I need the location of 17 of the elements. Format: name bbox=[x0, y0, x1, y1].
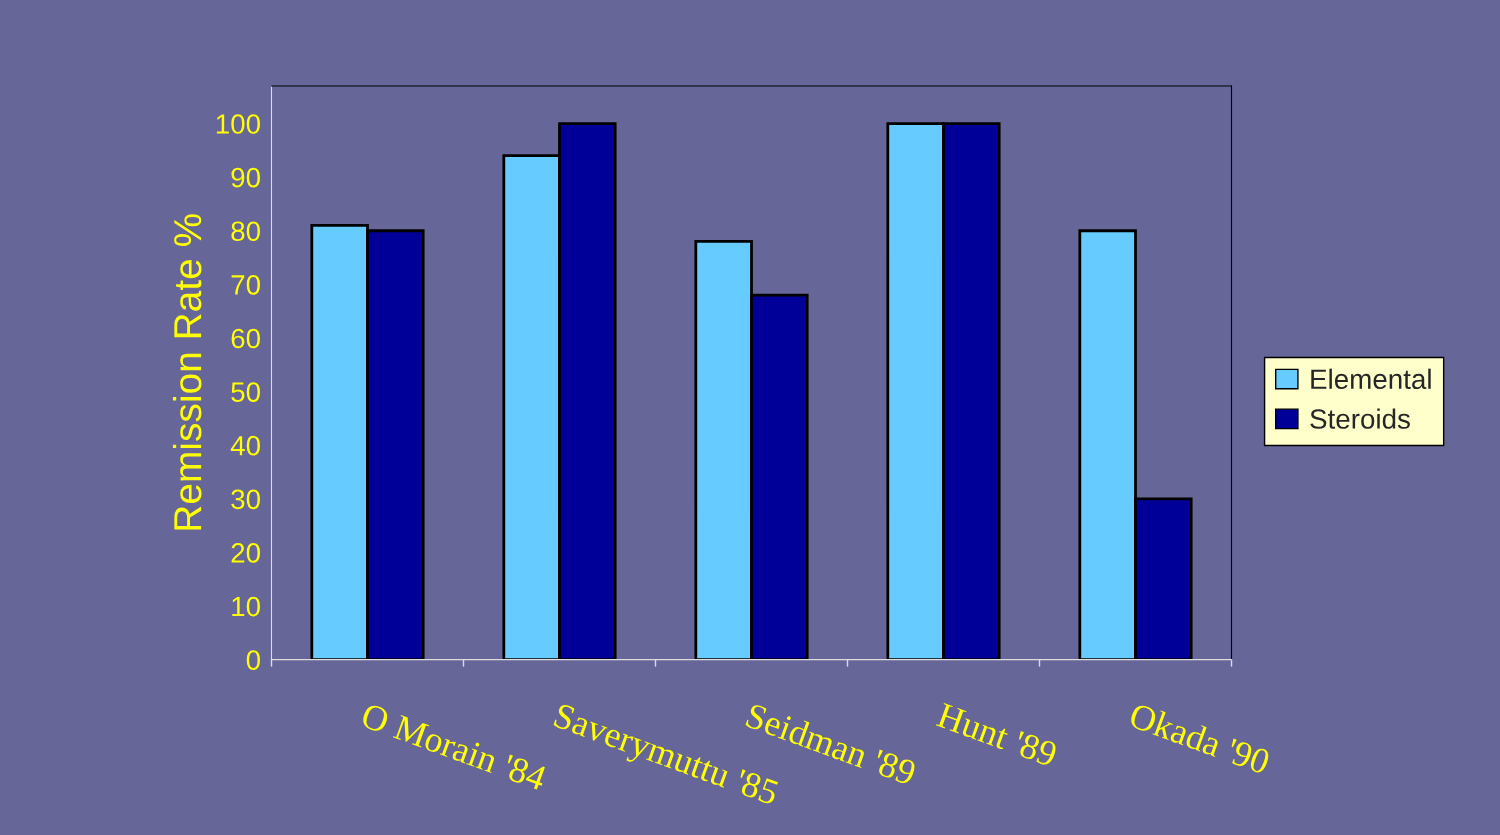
y-axis-title: Remission Rate % bbox=[172, 214, 202, 530]
x-tick-label: Okada '90 bbox=[1128, 701, 1272, 775]
x-tick-label: Hunt '89 bbox=[935, 702, 1059, 768]
y-tick-label: 50 bbox=[231, 382, 260, 402]
y-tick-label: 80 bbox=[231, 221, 260, 242]
y-tick-label: 30 bbox=[231, 489, 260, 510]
x-tick-label: O Morain '84 bbox=[360, 702, 549, 792]
y-tick-label: 90 bbox=[231, 167, 260, 188]
y-tick-label: 40 bbox=[230, 435, 260, 456]
y-tick-label: 60 bbox=[231, 328, 260, 349]
y-tick-label: 0 bbox=[246, 650, 260, 670]
y-tick-label: 10 bbox=[232, 596, 260, 617]
legend-label: Elemental bbox=[1311, 368, 1431, 390]
y-tick-label: 100 bbox=[216, 114, 260, 134]
y-tick-label: 70 bbox=[231, 275, 260, 295]
y-tick-label: 20 bbox=[231, 543, 260, 563]
legend-label: Steroids bbox=[1310, 408, 1410, 429]
